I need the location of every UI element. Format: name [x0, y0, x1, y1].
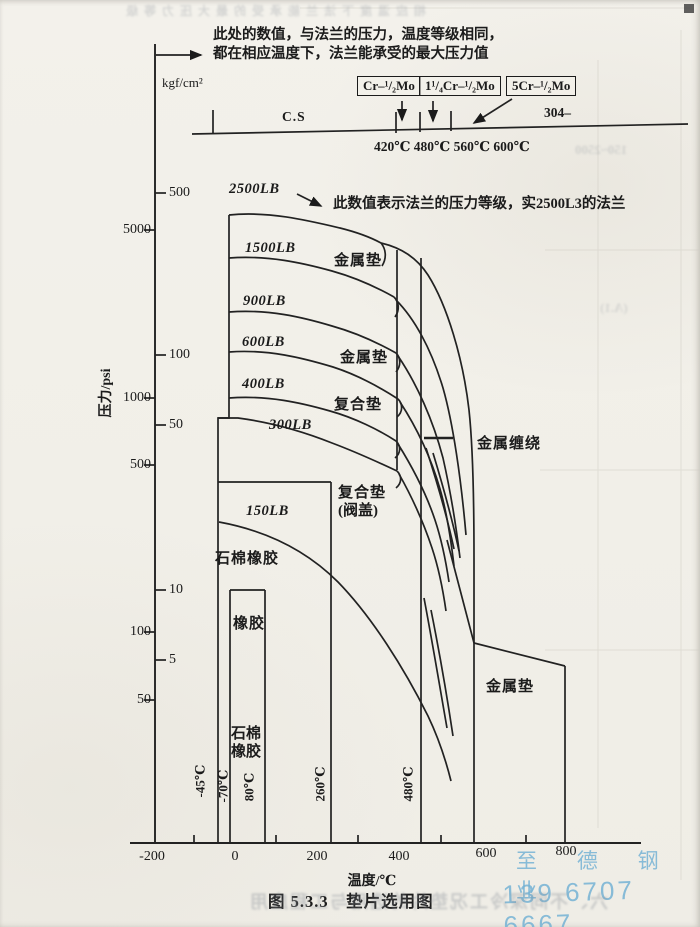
- x-tick-marks: [193, 835, 527, 843]
- region-composite-bonnet: 复合垫: [338, 485, 387, 501]
- x-tick-600: 600: [475, 846, 497, 861]
- cs-label: C.S: [282, 109, 306, 124]
- class-note: 此数值表示法兰的压力等级，实2500L3的法兰: [333, 196, 626, 212]
- region-asbestos-rubber: 石棉橡胶: [215, 551, 280, 567]
- class-label-2500lb: 2500LB: [229, 181, 280, 197]
- temp-limit-80: 80℃: [241, 772, 257, 802]
- top-note-line1: 此处的数值，与法兰的压力，温度等级相同，: [213, 27, 503, 43]
- material-scale-temps: 420℃ 480℃ 560℃ 600℃: [374, 139, 530, 154]
- kgf-tick-50: 50: [169, 417, 183, 432]
- region-composite: 复合垫: [334, 397, 383, 413]
- material-box-cr-mo: Cr–¹/₂Mo: [357, 76, 421, 96]
- fan-curves: [395, 299, 467, 737]
- x-tick-400: 400: [388, 849, 410, 864]
- kgf-tick-500: 500: [169, 185, 190, 200]
- psi-tick-5000: 5000: [123, 222, 151, 237]
- figure-caption: 图 5.3.3 垫片选用图: [268, 892, 434, 911]
- kgf-tick-5: 5: [169, 652, 176, 667]
- region-metal-mid: 金属垫: [340, 350, 389, 366]
- bleed-through-text-bottom: 六、不同深冷工况垫片的选用与工程应用: [248, 892, 608, 912]
- x-tick-minus200: -200: [139, 849, 165, 864]
- material-box-5cr-mo: 5Cr–¹/₂Mo: [506, 76, 577, 96]
- class-curves: [218, 213, 403, 489]
- region-asbestos-stack-1: 石棉: [231, 726, 262, 742]
- class-label-600lb: 600LB: [242, 334, 285, 350]
- metal-right-region: [473, 642, 566, 843]
- bleed-through-text-side-a: 150~2500: [575, 142, 628, 157]
- class-label-150lb: 150LB: [246, 503, 289, 519]
- watermark-company: 至 德 钢 业: [516, 850, 676, 903]
- x-tick-800: 800: [555, 844, 577, 859]
- x-tick-0: 0: [231, 849, 239, 864]
- outer-boundary-curve: [380, 242, 475, 643]
- class-label-300lb: 300LB: [269, 417, 312, 433]
- top-note-line2: 都在相应温度下，法兰能承受的最大压力值: [213, 46, 489, 62]
- psi-tick-marks: [144, 229, 155, 701]
- temp-limit-minus70: -70℃: [215, 769, 231, 803]
- material-scale-line: [191, 110, 689, 135]
- region-rubber: 橡胶: [233, 616, 266, 632]
- bleed-through-text-top: 相应温度下法兰能承受的最大压力等级: [120, 4, 427, 18]
- kgf-tick-marks: [155, 192, 166, 661]
- class-note-arrow: [296, 193, 323, 207]
- kgf-tick-10: 10: [169, 582, 183, 597]
- y-axis-title: 压力/psi: [98, 368, 114, 418]
- psi-tick-500: 500: [130, 457, 151, 472]
- region-metal-right: 金属垫: [486, 679, 535, 695]
- ss304-label: 304–: [544, 105, 571, 120]
- kgf-tick-100: 100: [169, 347, 190, 362]
- temp-limit-260: 260℃: [312, 766, 328, 802]
- temp-limit-480: 480℃: [400, 766, 416, 802]
- region-metal-upper: 金属垫: [334, 253, 383, 269]
- material-box-1-25cr-mo: 1¹/₄Cr–¹/₂Mo: [419, 76, 501, 96]
- cr5-mo-arrow: [472, 98, 513, 124]
- scan-artifact-mark: [684, 4, 694, 13]
- class-label-400lb: 400LB: [242, 376, 285, 392]
- bleed-through-text-side-b: (A.1): [600, 300, 628, 315]
- x-tick-200: 200: [306, 849, 328, 864]
- class-label-1500lb: 1500LB: [245, 240, 296, 256]
- bleed-table-lines: [300, 7, 700, 880]
- psi-tick-50: 50: [137, 692, 151, 707]
- region-spiral-wound: 金属缠绕: [477, 436, 542, 452]
- staircase-left-edge: [217, 215, 230, 843]
- region-asbestos-stack-2: 橡胶: [231, 744, 262, 760]
- temp-limit-minus45: -45℃: [192, 764, 208, 798]
- psi-tick-100: 100: [130, 624, 151, 639]
- psi-tick-1000: 1000: [123, 390, 151, 405]
- class150-curve: [218, 521, 452, 782]
- x-axis-title: 温度/℃: [347, 874, 397, 889]
- region-composite-bonnet-2: (阀盖): [338, 503, 378, 519]
- kgf-unit-label: kgf/cm²: [162, 75, 203, 90]
- fan-closing-line: [446, 539, 475, 644]
- rubber-region-box: [229, 589, 266, 843]
- class-label-900lb: 900LB: [243, 293, 286, 309]
